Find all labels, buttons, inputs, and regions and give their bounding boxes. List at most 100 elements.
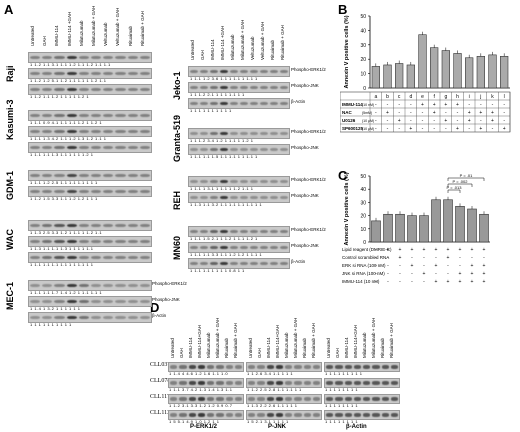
blot-band bbox=[127, 145, 138, 150]
blot-band bbox=[103, 55, 114, 60]
blot-band bbox=[91, 283, 102, 288]
blot-band bbox=[381, 397, 389, 401]
blot-label: Phospho-JNK bbox=[291, 83, 319, 88]
lane-header: Rituximab + GAH bbox=[233, 323, 238, 358]
blot-band bbox=[234, 365, 242, 369]
densitometry-values: 1 1.3 1.1 1.1 1.3 1 1 1 1 1.1 bbox=[30, 246, 94, 251]
y-tick-label: 10 bbox=[360, 227, 366, 233]
blot-band bbox=[115, 87, 126, 92]
blot-band bbox=[207, 365, 215, 369]
condition-cell: - bbox=[375, 271, 377, 277]
blot-band bbox=[220, 131, 228, 136]
blot-band bbox=[30, 87, 41, 92]
blot-band bbox=[257, 397, 265, 401]
blot-band bbox=[248, 397, 256, 401]
blot-band bbox=[250, 147, 258, 152]
condition-label: Lipid reagent (DMRIE-C) bbox=[342, 247, 392, 252]
bar bbox=[488, 54, 497, 89]
blot-band bbox=[372, 413, 380, 417]
table-cell: - bbox=[375, 102, 377, 108]
table-row-unit: (10 μM) bbox=[362, 119, 374, 123]
blot-band bbox=[257, 413, 265, 417]
blot-band bbox=[78, 145, 89, 150]
lane-header: Veltuzumab + GAH bbox=[115, 7, 121, 46]
table-cell: - bbox=[398, 102, 400, 108]
blot-band bbox=[250, 261, 258, 266]
condition-cell: - bbox=[411, 255, 413, 261]
lane-header: Milatuzumab + GAH bbox=[91, 5, 96, 46]
blot-band bbox=[66, 173, 77, 178]
blot-label: Phospho-JNK bbox=[291, 145, 319, 150]
table-column-letter: h bbox=[456, 94, 459, 100]
blot-band bbox=[260, 147, 268, 152]
y-tick-label: 30 bbox=[360, 200, 366, 206]
table-cell: - bbox=[480, 102, 482, 108]
blot-band bbox=[54, 223, 65, 228]
table-cell: - bbox=[375, 126, 377, 132]
blot-band bbox=[66, 113, 77, 118]
densitometry-values: 1 1.1 1.1 1.7 1.4 1.2 1 1.1 1.1 1 bbox=[30, 290, 103, 295]
blot-band bbox=[344, 381, 352, 385]
lane-header: Untreated bbox=[190, 40, 195, 60]
blot-band bbox=[103, 299, 114, 304]
blot-band bbox=[30, 145, 41, 150]
blot-band bbox=[103, 255, 114, 260]
western-blot-strip bbox=[28, 252, 152, 263]
densitometry-values: 1 1.4 1 3.2 1 1 1 1 1 1 bbox=[30, 306, 81, 311]
blot-band bbox=[78, 129, 89, 134]
bar bbox=[479, 213, 489, 243]
blot-band bbox=[103, 173, 114, 178]
blot-band bbox=[270, 245, 278, 250]
blot-band bbox=[42, 113, 53, 118]
blot-band bbox=[344, 397, 352, 401]
bar bbox=[371, 220, 381, 243]
blot-band bbox=[275, 397, 283, 401]
y-tick-label: 20 bbox=[360, 57, 366, 63]
cell-line-label: Kasumi-3 bbox=[5, 99, 15, 140]
condition-cell: - bbox=[375, 247, 377, 253]
blot-band bbox=[275, 381, 283, 385]
blot-band bbox=[139, 315, 150, 320]
table-cell: - bbox=[433, 118, 435, 124]
blot-band bbox=[230, 245, 238, 250]
blot-band bbox=[248, 365, 256, 369]
blot-label: β-Actin bbox=[291, 259, 306, 264]
blot-band bbox=[115, 315, 126, 320]
table-cell: - bbox=[457, 110, 459, 116]
table-column-letter: g bbox=[444, 94, 447, 100]
blot-band bbox=[103, 87, 114, 92]
western-blot-strip bbox=[28, 126, 152, 137]
blot-band bbox=[270, 101, 278, 106]
western-blot-strip bbox=[246, 362, 322, 372]
patient-sample-label: CLL037 bbox=[150, 362, 171, 368]
blot-band bbox=[216, 413, 224, 417]
condition-cell: - bbox=[399, 263, 401, 269]
blot-band bbox=[188, 397, 196, 401]
blot-band bbox=[285, 413, 293, 417]
table-row-unit: (10 μM) bbox=[362, 127, 374, 131]
condition-cell: - bbox=[375, 255, 377, 261]
table-cell: - bbox=[492, 102, 494, 108]
condition-cell: - bbox=[399, 271, 401, 277]
table-cell: - bbox=[503, 110, 505, 116]
densitometry-values: 1 1.1 3.7 4.2 1.3 1.4 1.3 1.1 bbox=[169, 387, 233, 392]
y-tick-label: 50 bbox=[360, 14, 366, 20]
condition-cell: + bbox=[435, 247, 438, 253]
bar bbox=[406, 64, 415, 89]
blot-band bbox=[294, 413, 302, 417]
densitometry-values: 1 5 2.1 3.1 1 1 1 1 bbox=[247, 419, 289, 424]
western-blot-strip bbox=[28, 296, 152, 307]
blot-band bbox=[294, 365, 302, 369]
blot-band bbox=[66, 55, 77, 60]
table-column-letter: j bbox=[479, 94, 481, 100]
densitometry-values: 1 1.1 1.1 1.1 1.1 1 1 1.1 1 1 bbox=[30, 262, 94, 267]
blot-target-label: P-JNK bbox=[268, 424, 287, 430]
densitometry-values: 1 1.3 2.5 3.3 1.2 1 1.1 1 1.2 1.1 bbox=[30, 230, 103, 235]
y-tick-label: 20 bbox=[360, 214, 366, 220]
condition-cell: - bbox=[375, 279, 377, 285]
blot-band bbox=[266, 413, 274, 417]
blot-band bbox=[190, 85, 198, 90]
blot-band bbox=[220, 245, 228, 250]
blot-band bbox=[78, 239, 89, 244]
western-blot-strip bbox=[188, 144, 290, 155]
